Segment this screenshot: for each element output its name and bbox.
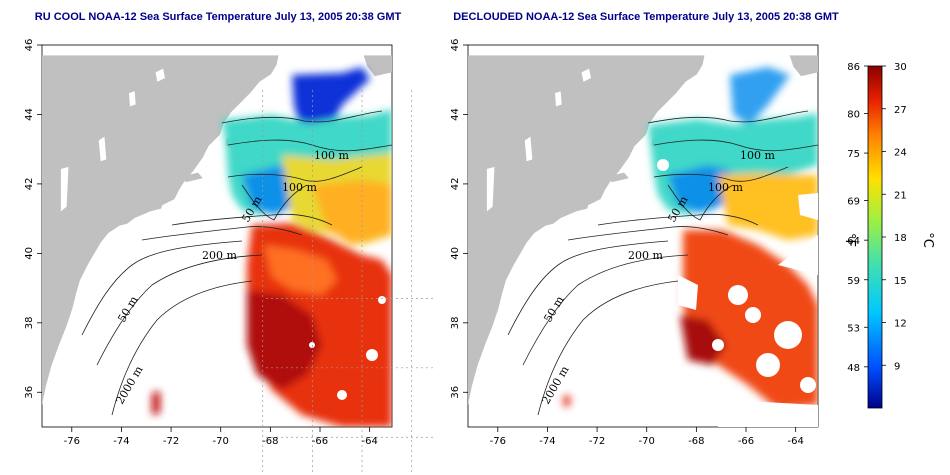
contour-label-100m: 100 m (708, 181, 743, 194)
contour-label-100m-north: 100 m (740, 149, 775, 162)
right-map-panel: 100 m 100 m 50 m 200 m 50 m 2000 m (467, 44, 819, 428)
y-tick-label: 40 (24, 247, 35, 260)
axis-tick-labels: -76 -74 -72 -70 -68 -66 -64 36 38 40 42 44 46 -76 -74 -… (24, 39, 804, 447)
celsius-tick-label: 30 (894, 62, 907, 73)
x-tick-label: -64 (361, 436, 377, 447)
celsius-tick-label: 15 (894, 276, 907, 287)
y-tick-label: 38 (24, 316, 35, 329)
contour-label-100m-north: 100 m (314, 149, 349, 162)
celsius-tick-label: 24 (894, 148, 907, 159)
y-tick-label: 44 (24, 108, 35, 121)
y-tick-label: 46 (24, 39, 35, 52)
right-map-canvas (468, 55, 818, 427)
x-tick-label: -76 (490, 436, 506, 447)
left-map-panel: 100 m 100 m 50 m 200 m 50 m 2000 m (41, 44, 434, 472)
y-tick-label: 36 (24, 386, 35, 399)
celsius-tick-label: 9 (894, 361, 900, 372)
fahrenheit-tick-label: 86 (847, 62, 860, 73)
x-tick-label: -72 (589, 436, 605, 447)
y-tick-label: 36 (450, 386, 461, 399)
fahrenheit-tick-label: 69 (847, 197, 860, 208)
fahrenheit-tick-label: 80 (847, 110, 860, 121)
x-tick-label: -76 (64, 436, 80, 447)
fahrenheit-tick-label: 64 (847, 236, 860, 247)
x-tick-label: -74 (113, 436, 129, 447)
right-declouded-mask (657, 159, 818, 427)
fahrenheit-tick-label: 53 (847, 323, 860, 334)
x-tick-label: -66 (312, 436, 328, 447)
y-tick-label: 44 (450, 108, 461, 121)
colorbar-gradient (867, 65, 883, 409)
celsius-tick-label: 21 (894, 190, 907, 201)
contour-label-200m: 200 m (628, 249, 663, 262)
left-sst-field (152, 67, 392, 427)
x-tick-label: -70 (639, 436, 655, 447)
contour-label-100m: 100 m (282, 181, 317, 194)
celsius-tick-label: 12 (894, 319, 907, 330)
x-tick-label: -72 (163, 436, 179, 447)
celsius-tick-label: 27 (894, 105, 907, 116)
x-tick-label: -64 (787, 436, 803, 447)
y-tick-label: 38 (450, 316, 461, 329)
left-map-canvas (42, 55, 392, 427)
left-bathymetry-contours (81, 110, 392, 416)
right-bathymetry-contours (507, 110, 818, 416)
fahrenheit-tick-label: 59 (847, 276, 860, 287)
fahrenheit-tick-label: 75 (847, 149, 860, 160)
y-tick-label: 42 (24, 178, 35, 191)
fahrenheit-unit-label: °F (842, 233, 857, 247)
y-tick-label: 46 (450, 39, 461, 52)
x-tick-label: -74 (539, 436, 555, 447)
y-tick-label: 40 (450, 247, 461, 260)
fahrenheit-tick-label: 48 (847, 363, 860, 374)
x-tick-label: -66 (738, 436, 754, 447)
left-map-title: RU COOL NOAA-12 Sea Surface Temperature … (35, 11, 402, 23)
y-tick-label: 42 (450, 178, 461, 191)
x-tick-label: -68 (262, 436, 278, 447)
contour-label-200m: 200 m (202, 249, 237, 262)
x-tick-label: -68 (688, 436, 704, 447)
left-grid (262, 90, 434, 472)
right-map-title: DECLOUDED NOAA-12 Sea Surface Temperatur… (453, 11, 839, 23)
colorbar-ticks: 30 27 24 21 18 15 12 9 86 80 75 69 64 59 53 48 (847, 62, 906, 374)
x-tick-label: -70 (213, 436, 229, 447)
left-cloud-patches (309, 296, 386, 400)
celsius-tick-label: 18 (894, 233, 907, 244)
celsius-unit-label: °C (920, 232, 935, 248)
temperature-colorbar: 30 27 24 21 18 15 12 9 86 80 75 69 64 59 53 48 °F °C (842, 62, 935, 409)
